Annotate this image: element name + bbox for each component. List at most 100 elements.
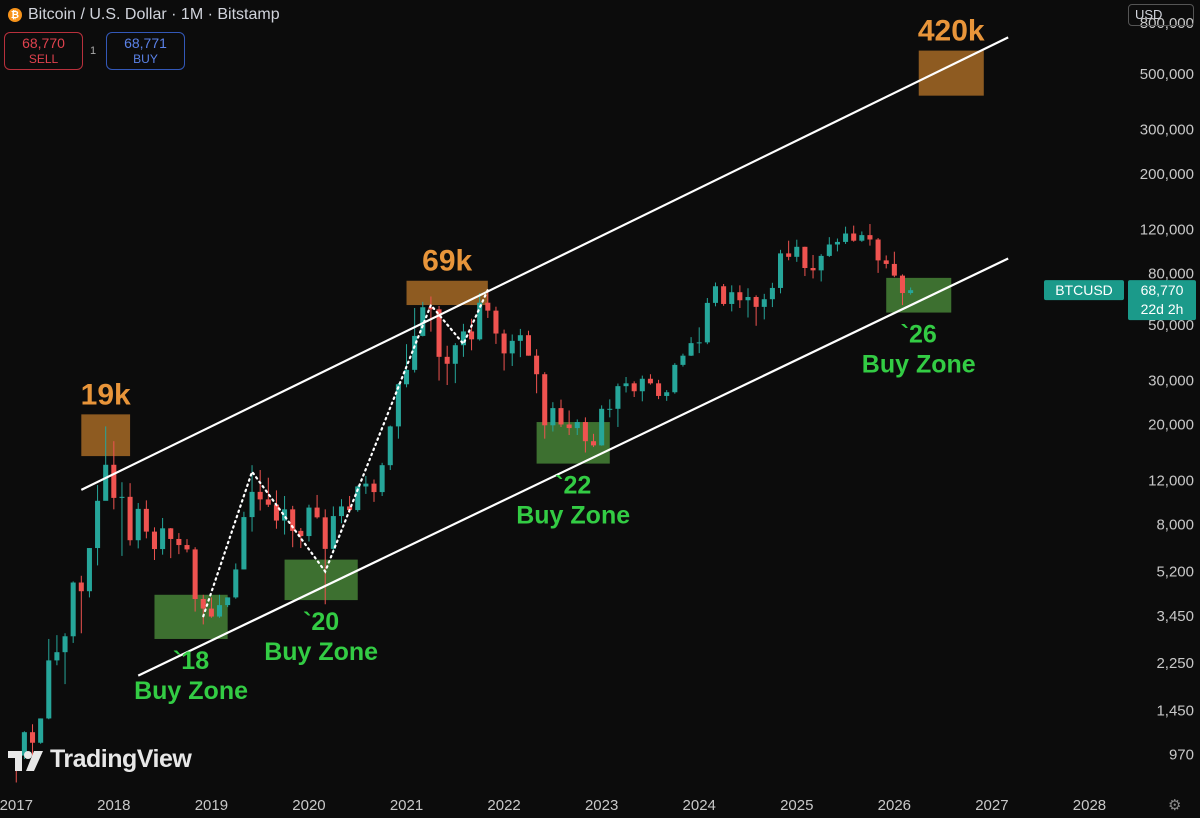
price-tick-500000: 500,000 [1140,66,1194,83]
channel-lower-line[interactable] [137,257,1009,677]
candle-2017-12 [103,426,109,501]
candle-2024-02 [704,298,710,345]
symbol-header[interactable]: ₿ Bitcoin / U.S. Dollar · 1M · Bitstamp [8,5,280,25]
candle-2024-09 [761,293,767,320]
bar-countdown: 22d 2h [1141,301,1184,317]
candle-2023-07 [647,374,653,385]
candle-body [225,597,231,606]
candle-body [306,507,312,537]
price-tick-120000: 120,000 [1140,222,1194,239]
candles-layer [13,224,914,783]
candle-body [615,386,621,409]
candle-body [558,408,564,425]
price-axis: 800,000 500,000 300,000 200,000 120,000 80,00… [1140,15,1194,764]
price-tag-value: 68,770 [1141,282,1184,298]
candle-body [111,464,117,498]
candle-body [135,508,141,541]
candle-2025-05 [826,237,832,257]
candle-body [721,286,727,304]
candle-2017-07 [62,633,68,685]
candle-2025-11 [875,238,881,273]
candle-body [834,241,840,245]
dotted-cycle-path [202,288,489,618]
candle-2020-02 [314,494,320,519]
sell-price: 68,770 [22,35,65,51]
currency-selector[interactable]: USD [1128,4,1194,26]
sell-button[interactable]: 68,770 SELL [4,32,83,70]
candle-body [127,496,133,541]
candle-2024-01 [696,327,702,354]
candle-2017-10 [86,548,92,598]
candle-2017-11 [95,485,101,566]
candle-body [412,335,418,370]
candle-body [883,260,889,264]
candle-body [729,292,735,304]
candle-2020-05 [338,499,344,524]
buy-zone-5 [536,422,610,464]
candle-body [151,531,157,550]
symbol-tag-label: BTCUSD [1055,282,1113,298]
candle-body [314,507,320,518]
candle-body [119,496,125,498]
price-tick-50000: 50,000 [1148,317,1194,334]
candle-2021-06 [444,345,450,386]
candle-body [712,286,718,303]
candle-2017-08 [70,581,76,643]
price-tick-1450: 1,450 [1156,703,1194,720]
candle-2023-02 [607,399,613,418]
peak-label-0: 19k [81,378,131,411]
settings-gear-icon[interactable]: ⚙ [1168,797,1182,814]
candle-body [631,383,637,392]
candle-body [371,483,377,493]
candle-body [517,335,523,341]
price-tick-970: 970 [1169,746,1194,763]
candle-body [696,342,702,344]
candle-2025-06 [834,238,840,252]
peak-label-1: 69k [422,245,472,278]
candle-body [509,340,515,354]
candle-body [826,244,832,256]
candle-body [607,408,613,410]
candle-2022-09 [566,410,572,436]
candle-2024-04 [721,283,727,306]
sell-label: SELL [28,52,59,66]
buy-zone-6 [886,277,952,313]
candle-2022-03 [517,328,523,358]
candle-2018-10 [184,539,190,553]
candle-2020-11 [387,425,393,471]
candle-2019-09 [273,490,279,529]
buy-zone-label-4: Buy Zone [264,638,378,666]
candle-body [217,605,223,617]
price-tick-30000: 30,000 [1148,373,1194,390]
candle-body [387,426,393,466]
buy-button[interactable]: 68,771 BUY [106,32,185,70]
candle-body [363,483,369,487]
candle-2026-03 [908,287,914,295]
dotted-path-layer [202,288,489,618]
candle-2024-03 [712,282,718,307]
year-tick-2027: 2027 [975,797,1008,814]
candle-2022-11 [582,417,588,453]
candle-body [78,582,84,592]
year-tick-2021: 2021 [390,797,423,814]
channel-layer [80,36,1009,677]
candle-2019-05 [241,511,247,570]
price-tick-3450: 3,450 [1156,608,1194,625]
candle-2026-02 [899,274,905,306]
candle-body [444,356,450,364]
year-tick-2017: 2017 [0,797,33,814]
candle-body [843,233,849,242]
channel-upper-line[interactable] [80,36,1009,491]
candle-body [778,253,784,288]
buy-zone-year-6: `26 [901,321,937,349]
candle-2023-05 [631,381,637,398]
candle-body [623,383,629,387]
tradingview-brand: TradingView [50,745,192,773]
candle-2019-03 [225,597,231,608]
candle-body [469,331,475,340]
candle-body [534,355,540,375]
candle-2025-07 [843,226,849,244]
candle-body [338,506,344,517]
